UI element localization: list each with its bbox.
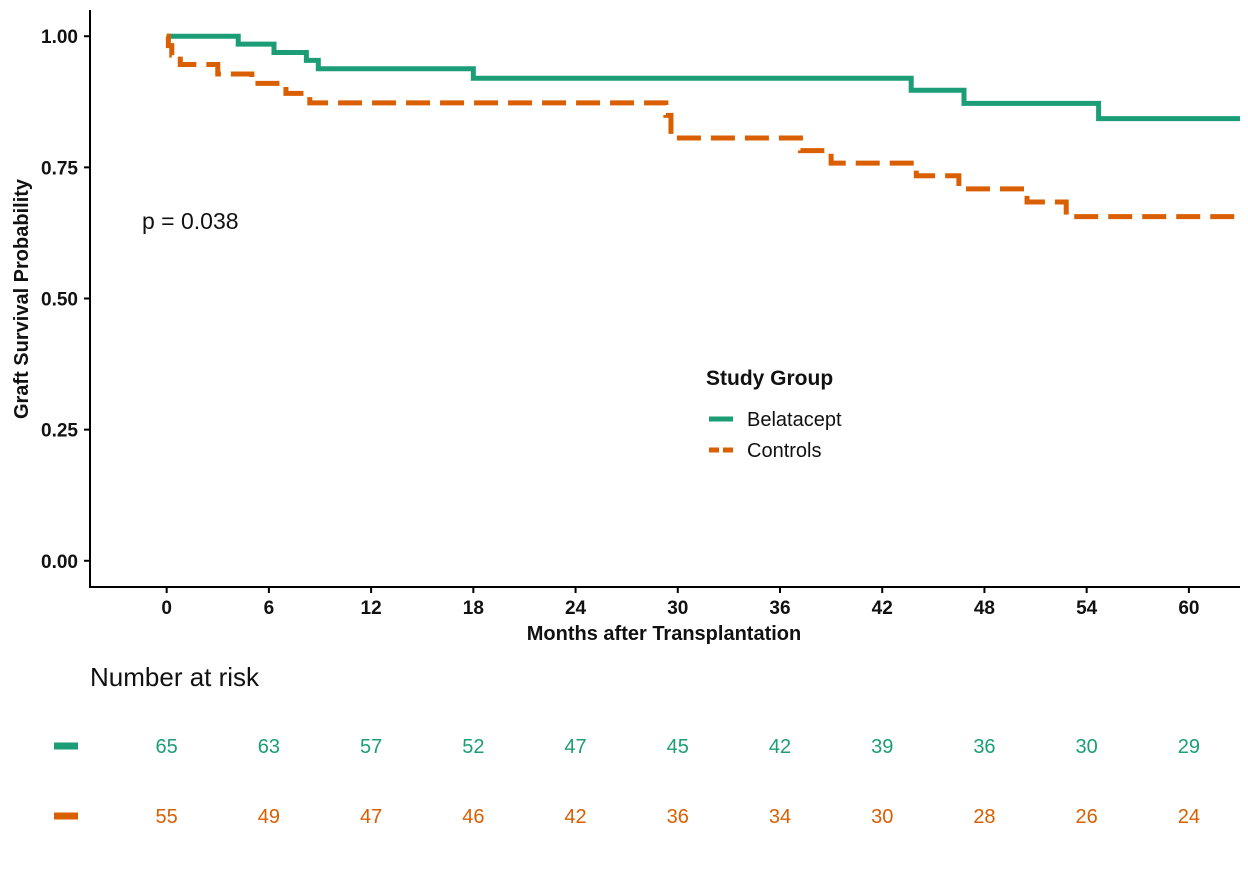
risk-count: 42 xyxy=(769,736,791,758)
y-tick-label: 0.25 xyxy=(41,421,78,442)
risk-table-title: Number at risk xyxy=(90,662,260,692)
risk-count: 65 xyxy=(156,736,178,758)
risk-count: 42 xyxy=(564,806,586,828)
risk-count: 30 xyxy=(871,806,893,828)
risk-count: 55 xyxy=(156,806,178,828)
risk-count: 34 xyxy=(769,806,791,828)
x-tick-label: 36 xyxy=(769,598,790,619)
survival-curves xyxy=(165,33,1240,220)
legend: Study Group Belatacept Controls xyxy=(706,367,842,462)
x-tick-label: 60 xyxy=(1178,598,1199,619)
legend-label-controls: Controls xyxy=(747,440,821,462)
x-tick-label: 30 xyxy=(667,598,688,619)
x-tick-label: 48 xyxy=(974,598,995,619)
series-line-belatacept xyxy=(166,33,1240,122)
x-tick-label: 12 xyxy=(361,598,382,619)
risk-count: 36 xyxy=(667,806,689,828)
x-tick-label: 0 xyxy=(161,598,172,619)
risk-count: 52 xyxy=(462,736,484,758)
risk-count: 57 xyxy=(360,736,382,758)
x-tick-label: 42 xyxy=(872,598,893,619)
risk-count: 63 xyxy=(258,736,280,758)
axes xyxy=(89,10,1240,588)
risk-count: 47 xyxy=(360,806,382,828)
risk-count: 49 xyxy=(258,806,280,828)
risk-count: 39 xyxy=(871,736,893,758)
y-tick-label: 0.00 xyxy=(41,552,78,573)
risk-count: 28 xyxy=(973,806,995,828)
x-tick-label: 6 xyxy=(264,598,275,619)
x-tick-label: 24 xyxy=(565,598,587,619)
risk-count: 30 xyxy=(1076,736,1098,758)
risk-table: 65 63 57 52 47 45 42 39 36 30 29 55 49 47 46 42 36 34 30 28… xyxy=(54,736,1200,828)
y-tick-label: 0.50 xyxy=(41,290,78,311)
legend-title: Study Group xyxy=(706,367,833,390)
risk-count: 36 xyxy=(973,736,995,758)
risk-count: 45 xyxy=(667,736,689,758)
x-tick-label: 18 xyxy=(463,598,484,619)
x-tick-label: 54 xyxy=(1076,598,1098,619)
y-tick-label: 0.75 xyxy=(41,158,78,179)
series-line-controls xyxy=(165,33,1240,220)
risk-count: 26 xyxy=(1076,806,1098,828)
y-ticks: 0.00 0.25 0.50 0.75 1.00 xyxy=(41,27,90,573)
risk-count: 29 xyxy=(1178,736,1200,758)
p-value-annotation: p = 0.038 xyxy=(142,208,239,234)
y-tick-label: 1.00 xyxy=(41,27,78,48)
risk-count: 47 xyxy=(564,736,586,758)
legend-label-belatacept: Belatacept xyxy=(747,409,842,431)
risk-count: 46 xyxy=(462,806,484,828)
x-ticks: 0 6 12 18 24 30 36 42 48 54 60 xyxy=(161,587,1199,619)
risk-count: 24 xyxy=(1178,806,1200,828)
y-axis-title: Graft Survival Probability xyxy=(11,178,33,419)
x-axis-title: Months after Transplantation xyxy=(527,623,801,645)
